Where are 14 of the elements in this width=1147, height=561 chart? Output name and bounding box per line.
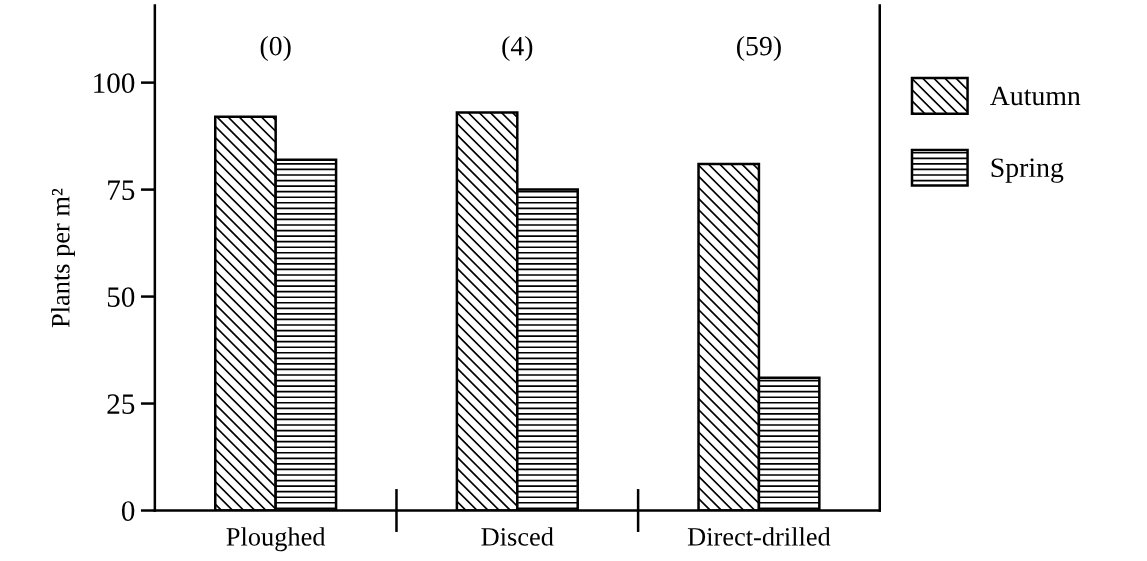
x-tick-label: Direct-drilled (687, 527, 831, 546)
y-tick-label: 25 (107, 394, 135, 414)
y-tick-label: 75 (108, 180, 135, 201)
annotation: (4) (502, 35, 533, 62)
y-tick-label: 50 (107, 287, 135, 307)
annotation: (0) (260, 35, 291, 62)
y-tick-label: 0 (121, 501, 135, 521)
y-tick-label: 100 (94, 73, 135, 94)
y-axis-title: Plants per m² (51, 188, 75, 328)
x-tick-label: Ploughed (226, 527, 326, 552)
annotation: (59) (737, 35, 781, 62)
legend-label: Spring (991, 158, 1064, 183)
x-tick-label: Disced (481, 527, 554, 546)
legend-label: Autumn (990, 86, 1081, 106)
